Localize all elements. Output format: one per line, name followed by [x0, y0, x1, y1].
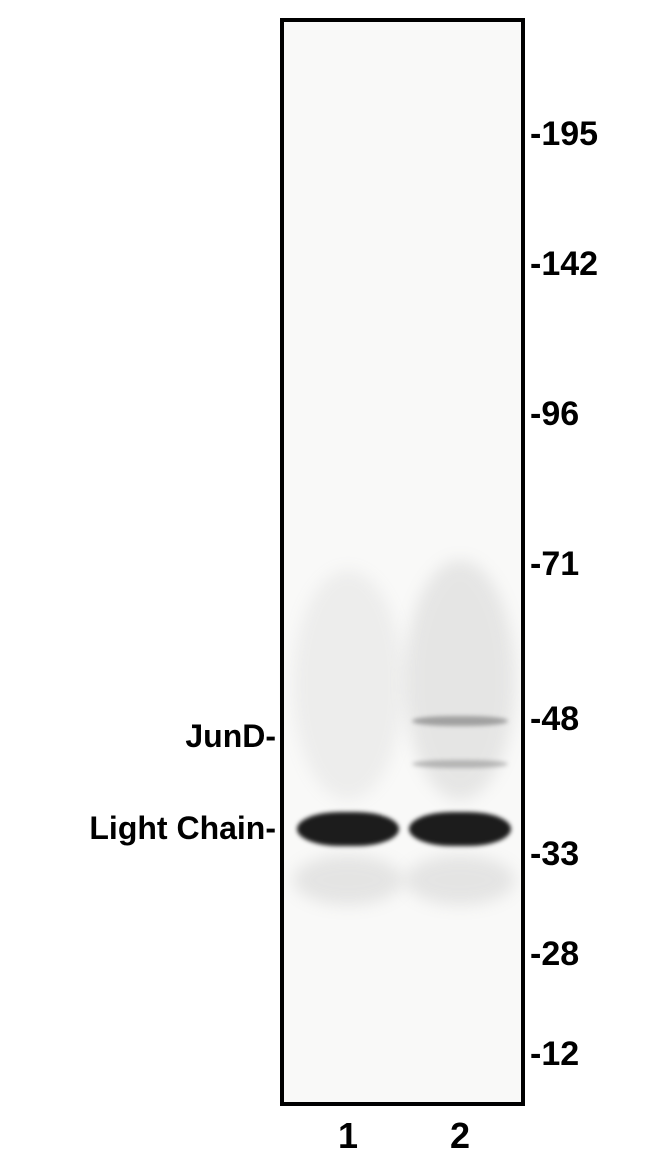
protein-band: [409, 812, 511, 846]
blot-membrane-frame: [280, 18, 525, 1106]
mw-marker: -96: [530, 395, 579, 434]
mw-marker: -28: [530, 935, 579, 974]
protein-label: JunD-: [185, 718, 276, 755]
protein-band: [412, 716, 508, 726]
lane-label: 2: [445, 1115, 475, 1157]
lane-label: 1: [333, 1115, 363, 1157]
mw-marker: -12: [530, 1035, 579, 1074]
protein-label: Light Chain-: [89, 810, 276, 847]
mw-marker: -48: [530, 700, 579, 739]
mw-marker: -33: [530, 835, 579, 874]
mw-marker: -142: [530, 245, 598, 284]
background-smear: [405, 855, 515, 905]
mw-marker: -195: [530, 115, 598, 154]
background-smear: [293, 570, 403, 800]
protein-band: [412, 760, 508, 768]
background-smear: [293, 855, 403, 905]
western-blot-figure: -195 -142 -96 -71 -48 -33 -28 -12 JunD- Light Cha…: [0, 0, 650, 1175]
protein-band: [297, 812, 399, 846]
mw-marker: -71: [530, 545, 579, 584]
